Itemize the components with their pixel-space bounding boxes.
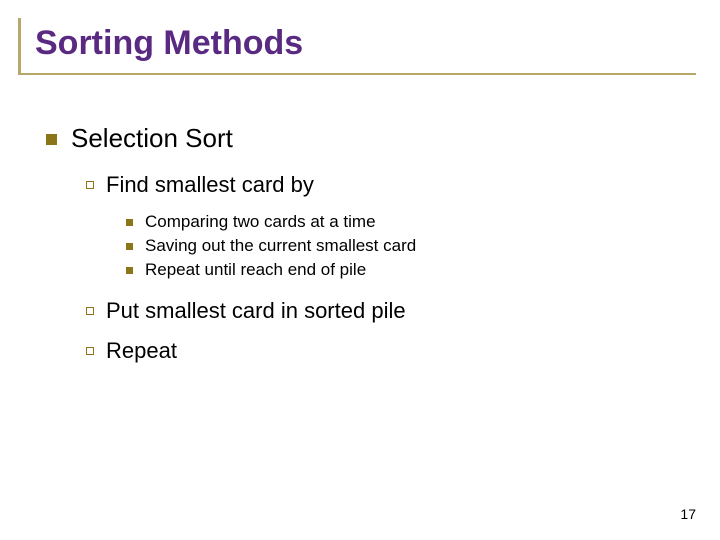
level3-text: Comparing two cards at a time: [145, 212, 376, 232]
list-item-level1: Selection Sort: [46, 123, 696, 154]
level2-group: Find smallest card by Comparing two card…: [46, 172, 696, 364]
level2-text: Repeat: [106, 338, 177, 364]
slide-title: Sorting Methods: [35, 24, 696, 63]
list-item-level3: Repeat until reach end of pile: [126, 260, 696, 280]
square-bullet-icon: [46, 134, 57, 145]
hollow-square-bullet-icon: [86, 307, 94, 315]
title-container: Sorting Methods: [18, 18, 696, 75]
hollow-square-bullet-icon: [86, 181, 94, 189]
small-square-bullet-icon: [126, 243, 133, 250]
page-number: 17: [680, 506, 696, 522]
list-item-level3: Comparing two cards at a time: [126, 212, 696, 232]
hollow-square-bullet-icon: [86, 347, 94, 355]
small-square-bullet-icon: [126, 267, 133, 274]
level3-text: Repeat until reach end of pile: [145, 260, 366, 280]
list-item-level3: Saving out the current smallest card: [126, 236, 696, 256]
level2-text: Find smallest card by: [106, 172, 314, 198]
list-item-level2: Repeat: [86, 338, 696, 364]
content-area: Selection Sort Find smallest card by Com…: [24, 75, 696, 364]
list-item-level2: Find smallest card by: [86, 172, 696, 198]
small-square-bullet-icon: [126, 219, 133, 226]
level3-group: Comparing two cards at a time Saving out…: [86, 212, 696, 280]
level2-text: Put smallest card in sorted pile: [106, 298, 406, 324]
list-item-level2: Put smallest card in sorted pile: [86, 298, 696, 324]
level3-text: Saving out the current smallest card: [145, 236, 416, 256]
level1-text: Selection Sort: [71, 123, 233, 154]
slide: Sorting Methods Selection Sort Find smal…: [0, 0, 720, 540]
